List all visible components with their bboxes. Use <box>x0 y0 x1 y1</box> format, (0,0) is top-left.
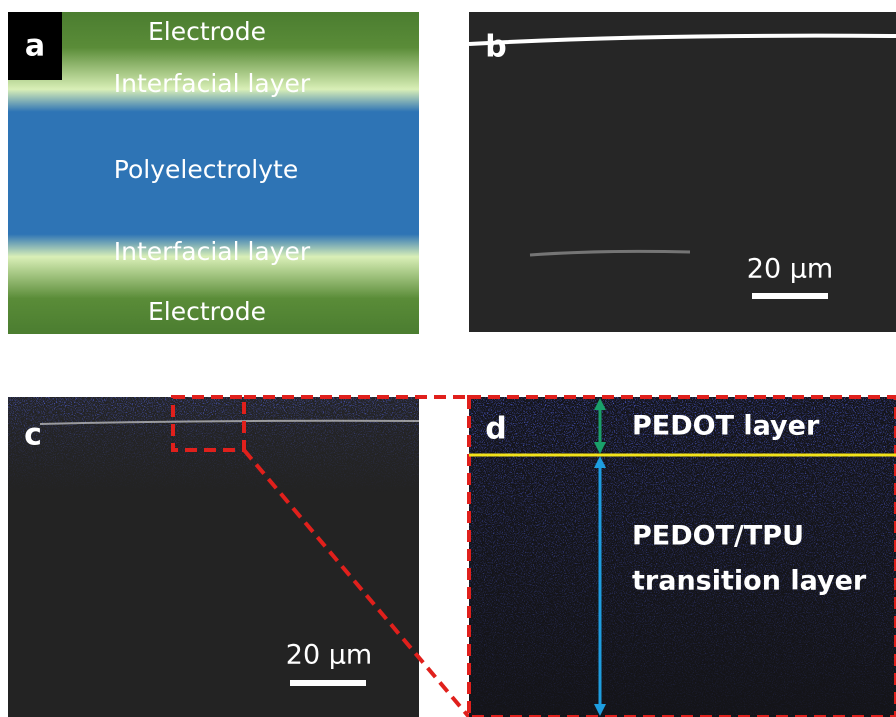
layer-label: Interfacial layer <box>114 237 311 266</box>
panel-c: c 20 µm <box>8 397 419 717</box>
blue-signal <box>469 397 896 717</box>
figure: a Electrode Interfacial layer Polyelectr… <box>0 0 896 717</box>
panel-label: c <box>24 418 42 453</box>
layer-label: transition layer <box>632 566 867 597</box>
scale-bar-label: 20 µm <box>747 254 833 285</box>
layer-label: Electrode <box>148 297 266 326</box>
layer-label: PEDOT/TPU <box>632 521 804 552</box>
layer-label: PEDOT layer <box>632 411 820 442</box>
panel-b: b 20 µm <box>469 12 896 332</box>
panel-label: b <box>485 30 506 65</box>
panel-a: a Electrode Interfacial layer Polyelectr… <box>8 12 419 334</box>
scale-bar <box>752 293 828 299</box>
layer-label: Polyelectrolyte <box>114 155 298 184</box>
panel-label: a <box>25 29 45 64</box>
layer-label: Electrode <box>148 17 266 46</box>
panel-label: d <box>485 412 506 447</box>
panel-d: d PEDOT layer PEDOT/TPU transition layer <box>469 397 896 717</box>
scale-bar-label: 20 µm <box>286 640 372 671</box>
layer-label: Interfacial layer <box>114 69 311 98</box>
scale-bar <box>290 680 366 686</box>
